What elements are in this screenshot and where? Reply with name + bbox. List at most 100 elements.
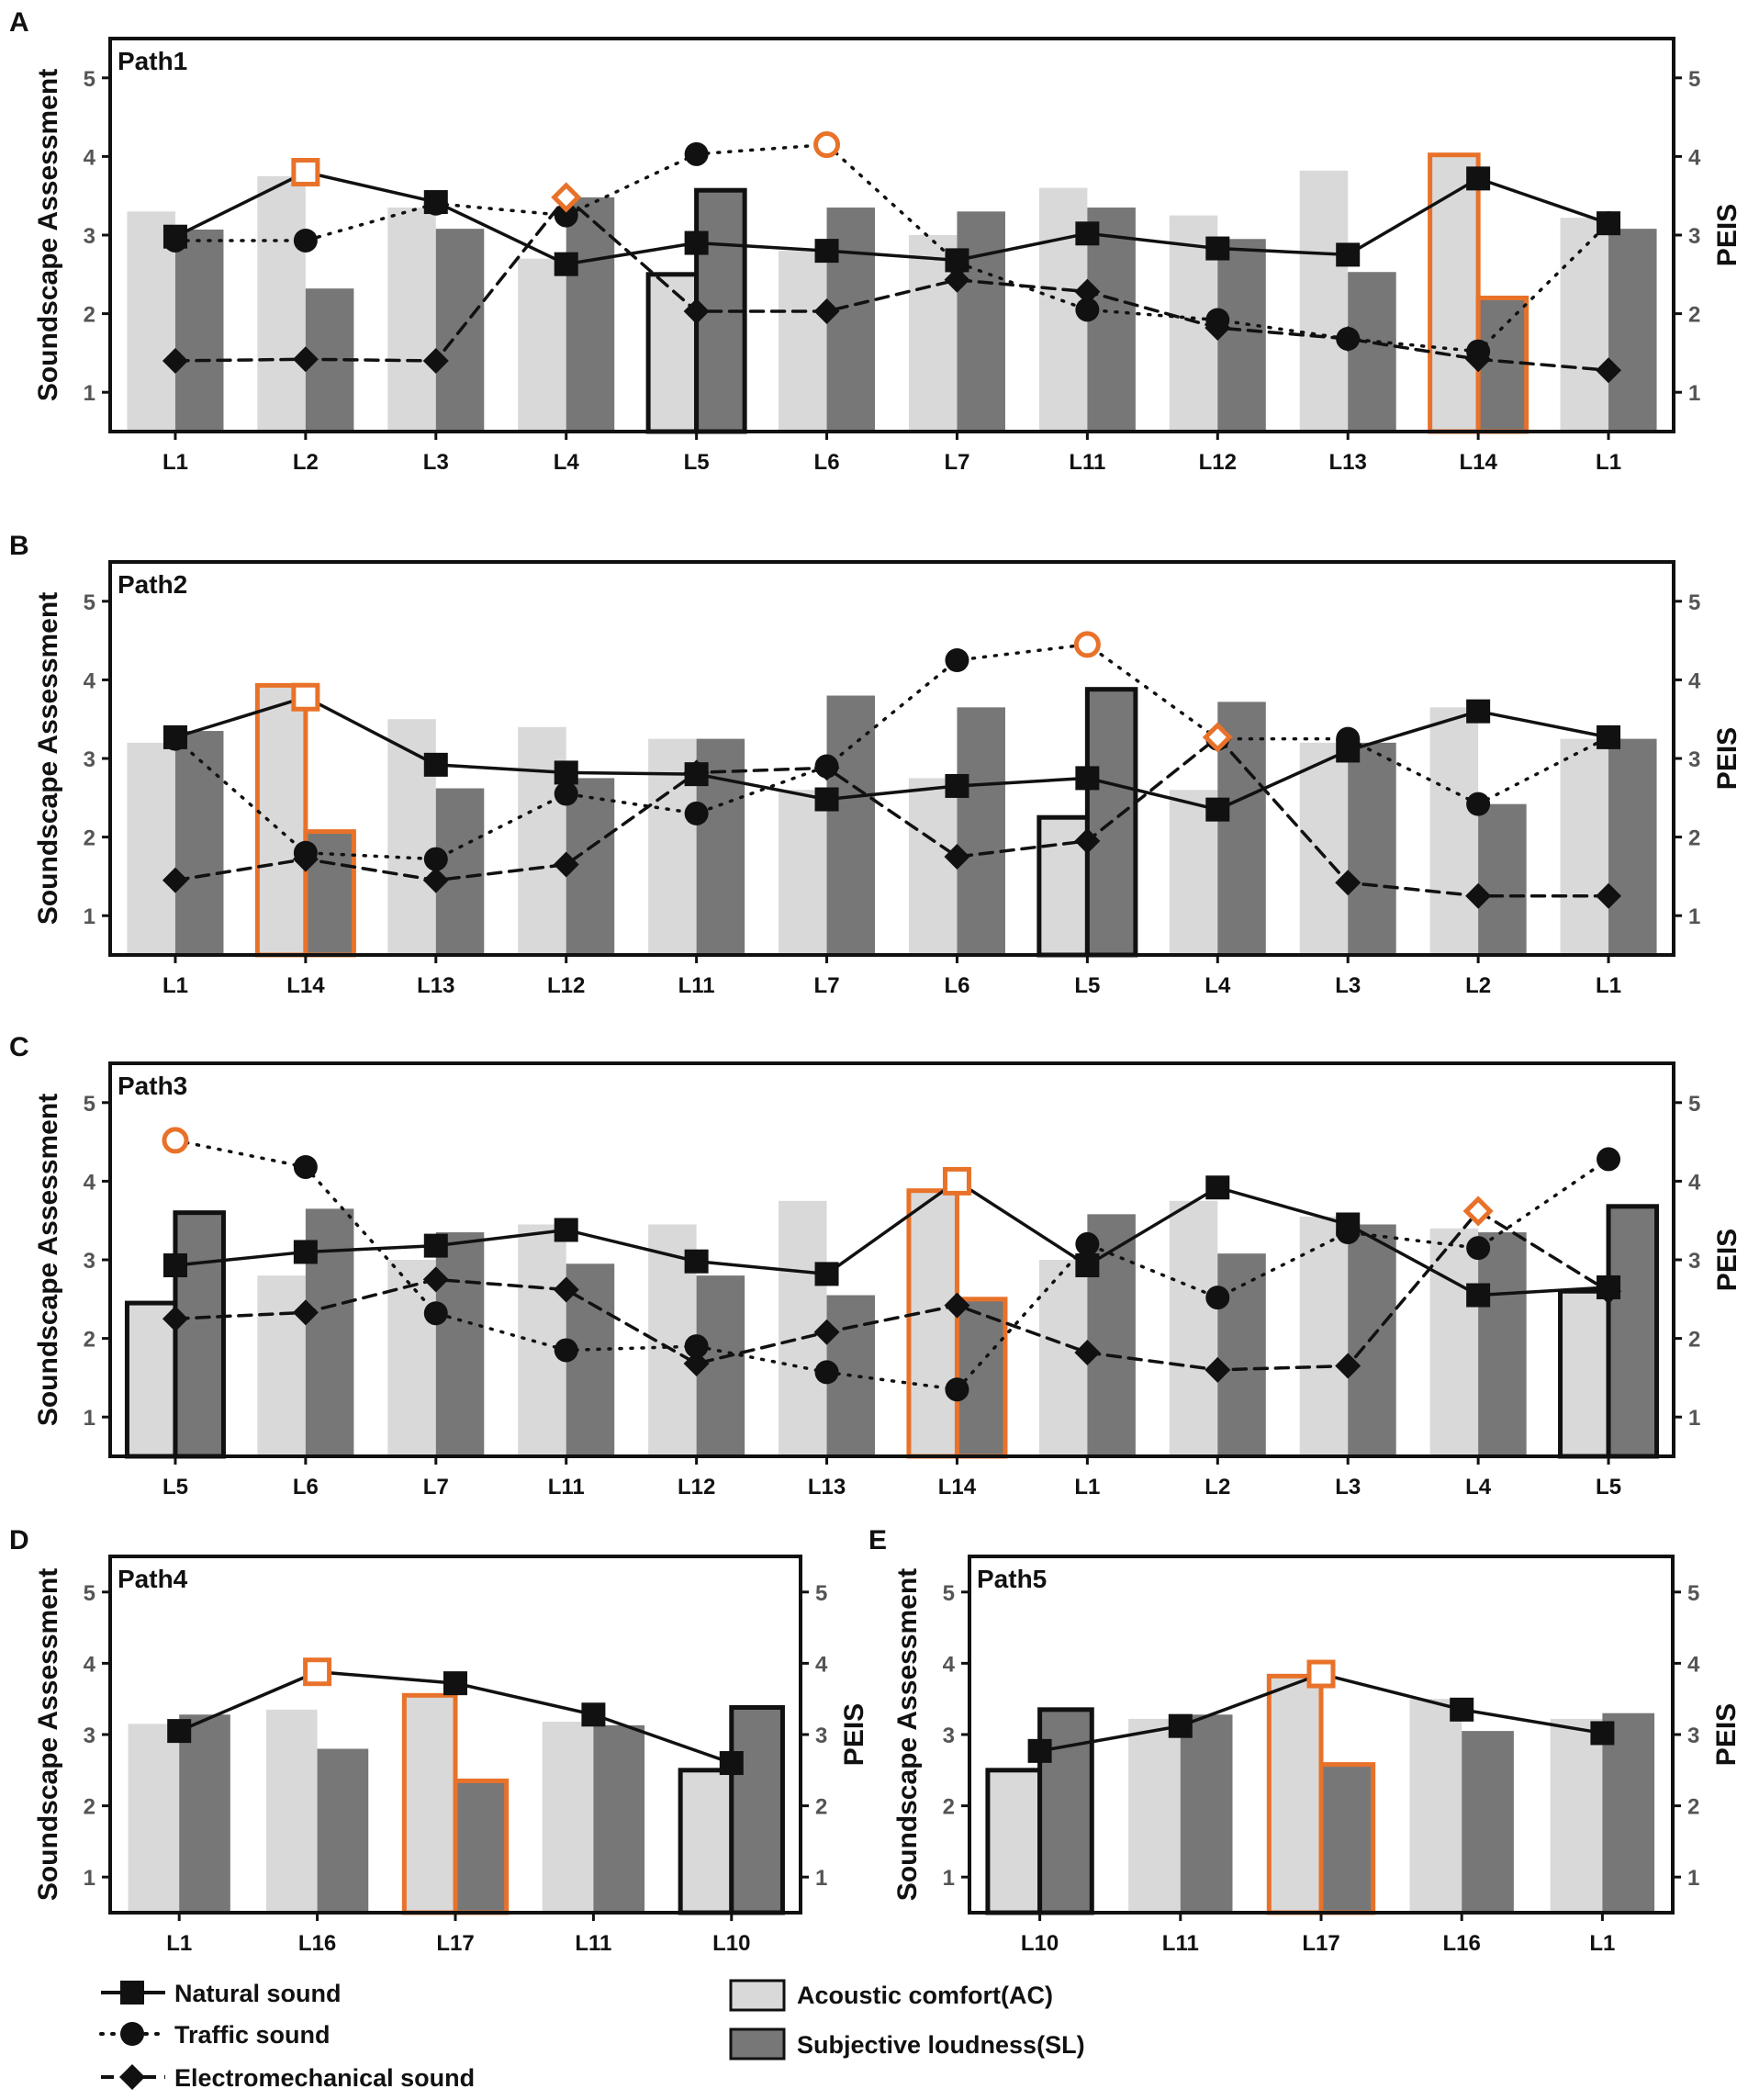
natural-point <box>1336 242 1361 267</box>
sl-bar <box>954 1297 1008 1459</box>
y-axis-title: Soundscape Assessment <box>33 69 63 401</box>
natural-point <box>423 190 448 215</box>
y2-tick-label: 5 <box>1688 67 1700 92</box>
natural-point <box>1597 211 1621 236</box>
y-tick-label: 5 <box>84 1092 95 1117</box>
x-tick-label: L2 <box>293 450 319 475</box>
legend-ac-label: Acoustic comfort(AC) <box>797 1982 1053 2009</box>
electro-point <box>1465 346 1492 373</box>
electro-point <box>553 851 579 878</box>
ac-bar <box>1299 1216 1349 1456</box>
natural-point <box>291 682 320 712</box>
ac-bar <box>254 682 308 958</box>
traffic-point <box>1075 298 1100 322</box>
panel-a: A Path1 1 2 3 4 5 1 2 3 4 5 L1 L2 L3 L4 L5 L6 L7 L11 L12 L13 L… <box>9 7 1742 475</box>
y2-tick-label: 2 <box>1688 303 1700 328</box>
sl-bar <box>1318 1762 1376 1915</box>
y-axis-title: Soundscape Assessment <box>33 1094 63 1426</box>
y-tick-label: 3 <box>84 224 95 249</box>
y-tick-label: 4 <box>84 145 96 170</box>
electro-point <box>553 1276 579 1303</box>
ac-bar <box>779 790 827 955</box>
electro-point <box>944 844 970 870</box>
electro-point <box>1074 827 1101 854</box>
x-tick-label: L13 <box>417 973 454 998</box>
natural-point <box>719 1751 744 1776</box>
electro-line <box>174 1208 1610 1372</box>
ac-bar <box>678 1768 734 1915</box>
ac-bar <box>1560 218 1609 432</box>
x-tick-label: L13 <box>1329 450 1367 475</box>
y2-tick-label: 5 <box>815 1581 827 1606</box>
natural-point <box>554 252 578 276</box>
sl-bar <box>957 211 1005 432</box>
electro-point <box>292 346 319 373</box>
ac-bar <box>1558 1288 1611 1459</box>
electro-point <box>422 867 449 893</box>
natural-point <box>1450 1697 1474 1722</box>
x-tick-label: L3 <box>423 450 449 475</box>
natural-point <box>1075 766 1100 791</box>
x-tick-label: L7 <box>814 973 840 998</box>
sl-bar <box>1348 742 1396 955</box>
natural-point <box>1168 1713 1193 1738</box>
traffic-point <box>1205 1286 1230 1310</box>
sl-bar <box>1478 1232 1527 1456</box>
electro-point <box>944 1292 970 1319</box>
sl-bar <box>1348 272 1396 432</box>
y2-tick-label: 4 <box>1688 1170 1701 1195</box>
legend: Natural sound Traffic sound Electromecha… <box>99 1979 1085 2092</box>
y-tick-label: 2 <box>84 826 95 851</box>
legend-traffic-marker <box>120 2022 144 2046</box>
panel-letter: C <box>9 1032 29 1062</box>
y-tick-label: 1 <box>84 1866 95 1891</box>
electro-point <box>1074 278 1101 305</box>
electro-point <box>1465 882 1492 909</box>
ac-bar <box>1038 1260 1088 1456</box>
sl-bar <box>1348 1224 1396 1456</box>
x-tick-label: L17 <box>436 1931 474 1956</box>
electro-point <box>1205 1356 1231 1383</box>
natural-point <box>684 762 709 787</box>
ac-bar <box>518 258 566 432</box>
electro-point <box>1202 722 1233 753</box>
traffic-point <box>945 648 969 672</box>
y2-axis-title: PEIS <box>839 1703 869 1766</box>
x-tick-label: L3 <box>1335 1475 1361 1499</box>
x-tick-label: L5 <box>1074 973 1100 998</box>
x-tick-label: L11 <box>1162 1931 1199 1956</box>
natural-point <box>1466 1283 1491 1308</box>
ac-bar <box>1428 152 1481 434</box>
ac-bar <box>1429 1228 1479 1456</box>
x-tick-label: L5 <box>684 450 710 475</box>
traffic-point <box>554 203 578 228</box>
y2-tick-label: 4 <box>1688 668 1701 693</box>
y-tick-label: 2 <box>84 303 95 328</box>
electro-point <box>292 846 319 872</box>
natural-point <box>1205 1175 1230 1200</box>
electro-point <box>292 1299 319 1326</box>
y2-tick-label: 3 <box>1688 224 1700 249</box>
x-tick-label: L1 <box>162 450 188 475</box>
x-tick-label: L13 <box>808 1475 846 1499</box>
traffic-point <box>684 141 709 166</box>
panel-letter: A <box>9 7 29 38</box>
y-tick-label: 1 <box>84 904 95 929</box>
natural-point <box>1336 1212 1361 1237</box>
natural-point <box>293 1240 318 1264</box>
natural-point <box>684 230 709 255</box>
ac-bar <box>387 1260 436 1456</box>
electro-point <box>1596 882 1622 909</box>
natural-line <box>174 170 1609 266</box>
electro-point <box>683 1350 710 1376</box>
electro-line <box>174 195 1610 372</box>
y2-tick-label: 3 <box>815 1724 827 1748</box>
y-tick-label: 2 <box>84 1328 95 1353</box>
natural-point <box>1205 236 1230 261</box>
x-tick-label: L7 <box>944 450 969 475</box>
natural-point <box>303 1657 332 1687</box>
traffic-point <box>945 1377 969 1402</box>
y-tick-label: 4 <box>84 1170 96 1195</box>
y2-tick-label: 2 <box>1688 826 1700 851</box>
